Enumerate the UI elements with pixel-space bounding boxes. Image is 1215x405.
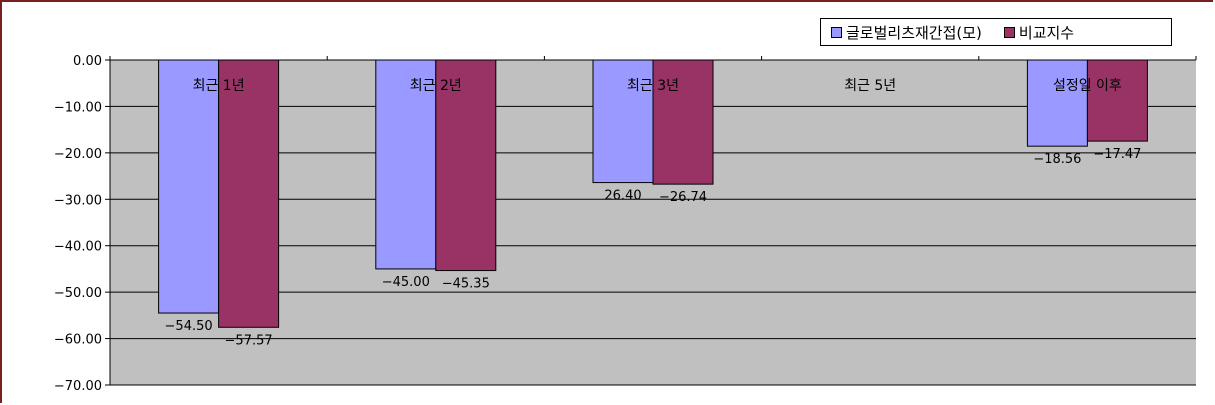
data-label: −17.47 — [1093, 147, 1141, 162]
bar-fund — [592, 59, 654, 184]
y-tick-label: −10.00 — [54, 100, 102, 115]
bar-fund — [1026, 59, 1088, 147]
bar-benchmark — [652, 59, 714, 185]
data-label: −57.57 — [225, 333, 273, 348]
legend-swatch-fund — [831, 26, 842, 38]
y-tick-label: −50.00 — [54, 286, 102, 301]
legend-swatch-benchmark — [1003, 26, 1015, 38]
category-label: 최근 2년 — [410, 78, 462, 94]
bar-fund — [158, 59, 220, 314]
legend: 글로벌리츠재간접(모) 비교지수 — [820, 18, 1172, 46]
legend-label-benchmark: 비교지수 — [1018, 23, 1075, 42]
category-label: 최근 5년 — [844, 78, 896, 94]
category-label: 설정일 이후 — [1053, 78, 1122, 94]
y-tick-label: −60.00 — [54, 333, 102, 348]
y-tick-label: 0.00 — [73, 54, 102, 69]
y-tick-label: −70.00 — [54, 379, 102, 394]
category-label: 최근 3년 — [627, 78, 679, 94]
legend-item-fund: 글로벌리츠재간접(모) — [831, 22, 982, 43]
data-label: −18.56 — [1033, 152, 1081, 167]
data-label: −54.50 — [165, 319, 213, 334]
data-label: −45.35 — [442, 277, 490, 292]
y-tick-label: −20.00 — [54, 147, 102, 162]
bar-benchmark — [218, 59, 280, 328]
data-label: −45.00 — [382, 275, 430, 290]
legend-label-fund: 글로벌리츠재간접(모) — [846, 23, 982, 42]
data-label: −26.74 — [659, 190, 707, 205]
category-label: 최근 1년 — [193, 78, 245, 94]
y-tick-label: −40.00 — [54, 240, 102, 255]
data-label: 26.40 — [604, 189, 641, 204]
y-tick-label: −30.00 — [54, 193, 102, 208]
bar-benchmark — [1086, 59, 1148, 142]
bar-benchmark — [435, 59, 497, 272]
legend-item-benchmark: 비교지수 — [1003, 22, 1075, 43]
